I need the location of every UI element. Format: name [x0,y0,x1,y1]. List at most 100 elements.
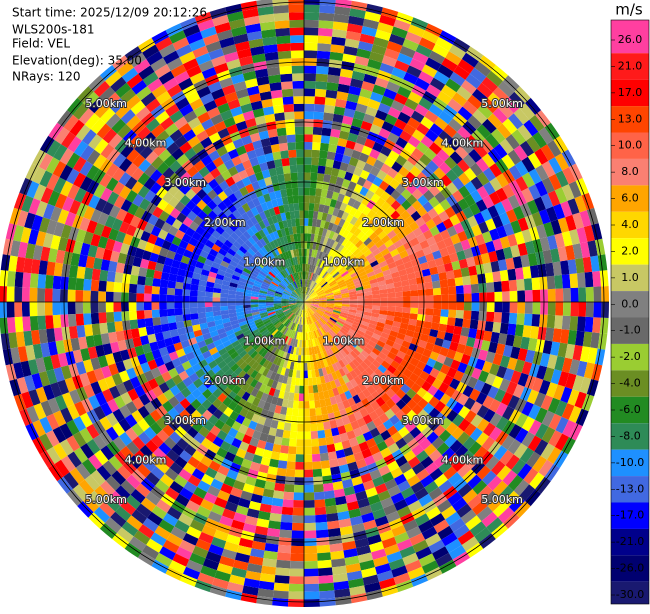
gate [288,591,304,599]
gate [281,514,293,523]
gate [304,203,309,211]
gate [269,513,281,522]
gate [251,299,259,302]
gate [22,316,31,331]
gate [456,285,464,294]
gate [294,485,304,493]
gate [492,271,501,282]
gate [159,294,167,302]
gate [285,181,292,189]
gate [314,499,325,507]
gate [190,313,198,320]
range-label: 1.00km [244,255,286,268]
gate [304,470,313,478]
gate [197,302,205,308]
gate [304,386,309,394]
gate [297,165,304,173]
gate [190,308,198,314]
gate [326,513,338,522]
gate [138,327,147,337]
gate [295,127,304,135]
gate [290,35,304,43]
gate [311,439,319,447]
gate [433,309,441,317]
gate [137,285,145,294]
gate [432,316,441,324]
gate [312,142,321,150]
gate [138,267,147,277]
range-label: 2.00km [362,216,404,229]
range-label: 5.00km [85,493,127,506]
gate [175,308,183,315]
gate [183,314,191,321]
gate [160,316,169,324]
gate [411,296,419,302]
gate [290,431,298,439]
gate [304,371,308,379]
gate [318,560,332,569]
gate [571,302,579,316]
gate [554,275,563,289]
gate [319,150,328,159]
gate [286,188,293,196]
gate [320,453,329,462]
gate [322,128,332,137]
gate [328,528,341,537]
gate [472,293,480,302]
gate [425,315,433,323]
colorbar-label: 0.0 [621,297,639,310]
colorbar-label: 21.0 [618,59,643,72]
gate [277,43,291,52]
gate [297,172,304,180]
gate [304,363,308,371]
gate [168,281,177,289]
gate [403,307,411,313]
gate [304,393,309,401]
gate [30,273,39,288]
colorbar-label: 10.0 [618,139,643,152]
gate [304,226,308,234]
gate [350,302,358,305]
gate [522,266,531,279]
gate [318,166,326,175]
gate [298,195,304,203]
range-label: 5.00km [85,97,127,110]
gate [314,112,324,120]
gate [296,454,304,462]
gate [271,505,283,514]
gate [83,302,91,314]
gate [463,310,471,319]
gate [304,584,319,592]
gate [129,302,137,311]
gate [279,453,288,462]
colorbar-label: -13.0 [616,482,644,495]
gate [289,439,297,447]
gate [318,28,333,37]
gate [501,312,509,323]
gate [585,317,594,333]
gate [304,35,318,43]
range-label: 1.00km [244,335,286,348]
gate [182,289,190,296]
gate [292,515,304,523]
gate [300,226,304,234]
gate [269,136,279,145]
gate [578,302,586,317]
gate [284,112,294,120]
gate [308,211,313,219]
gate [268,520,281,529]
gate [304,409,310,417]
gate [433,288,441,296]
gate [144,294,152,302]
gate [311,165,319,173]
gate [373,302,381,306]
gate [292,188,298,196]
gate [14,287,22,302]
range-label: 3.00km [164,176,206,189]
gate [456,310,464,319]
gate [144,310,152,319]
colorbar-label: -21.0 [616,535,644,548]
gate [449,302,457,310]
gate [292,81,304,89]
